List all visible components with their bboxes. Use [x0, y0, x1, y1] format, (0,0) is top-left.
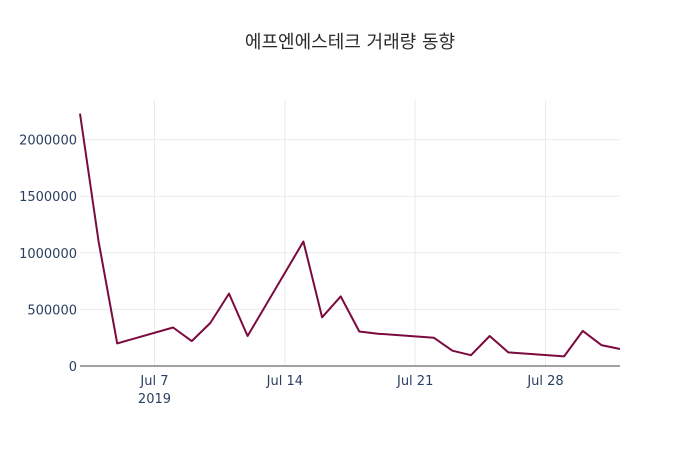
y-tick-label: 1000000	[19, 247, 77, 262]
tick-labels: 0 500000 1000000 1500000 2000000 Jul 7 Jul 14 J…	[19, 134, 564, 407]
x-year-label: 2019	[138, 392, 171, 407]
series-line	[79, 113, 621, 358]
x-tick-label: Jul 7	[139, 374, 168, 389]
grid-lines	[80, 100, 620, 366]
y-tick-label: 2000000	[19, 134, 77, 149]
y-tick-label: 1500000	[19, 190, 77, 205]
y-tick-label: 0	[69, 360, 77, 375]
x-tick-label: Jul 21	[396, 374, 433, 389]
x-tick-label: Jul 28	[526, 374, 563, 389]
x-tick-label: Jul 14	[266, 374, 303, 389]
chart-title: 에프엔에스테크 거래량 동향	[244, 32, 456, 53]
y-tick-label: 500000	[27, 303, 77, 318]
series-layer	[79, 113, 621, 358]
